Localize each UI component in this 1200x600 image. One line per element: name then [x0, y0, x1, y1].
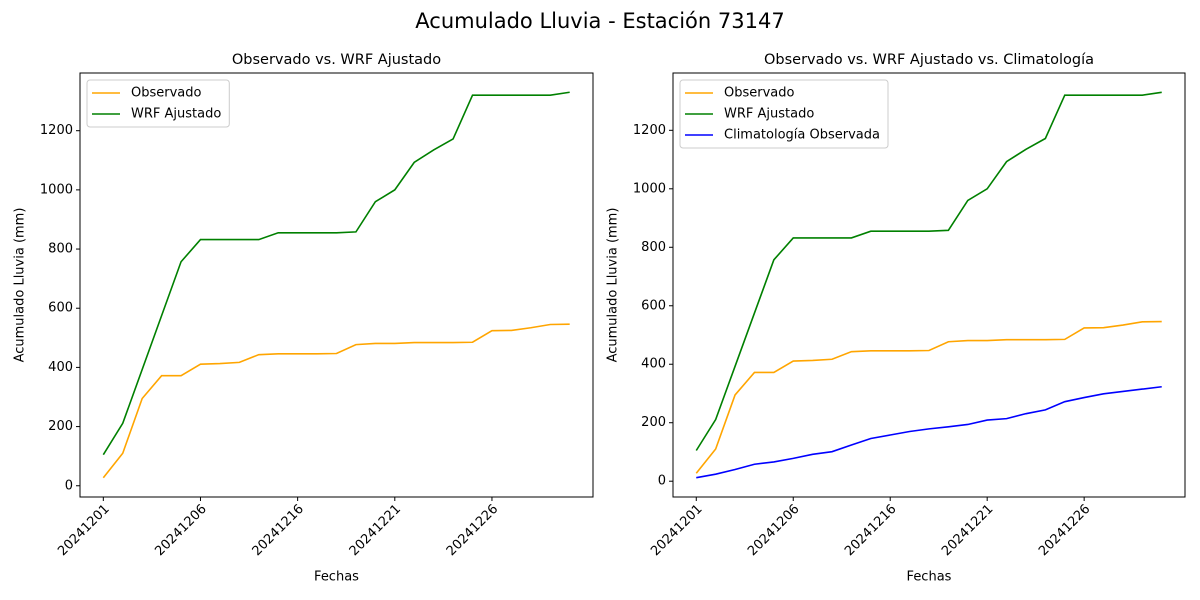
- x-axis-label: Fechas: [907, 570, 952, 585]
- y-tick-label: 600: [48, 301, 73, 316]
- axes-title: Observado vs. WRF Ajustado: [232, 52, 441, 68]
- legend: Observado WRF Ajustado Climatología Observ…: [679, 79, 889, 149]
- series-line: [696, 385, 1162, 479]
- legend-label: WRF Ajustado: [131, 107, 221, 122]
- legend-label: Observado: [724, 86, 795, 101]
- legend-label: WRF Ajustado: [724, 107, 814, 122]
- y-tick-label: 600: [641, 298, 666, 313]
- y-tick-label: 0: [658, 474, 666, 489]
- y-tick-label: 400: [48, 360, 73, 375]
- y-tick-label: 800: [641, 240, 666, 255]
- series-line: [102, 91, 570, 456]
- legend-box: [86, 79, 230, 128]
- legend-label: Climatología Observada: [724, 128, 880, 143]
- y-tick-label: 0: [65, 478, 73, 493]
- axes-frame: [79, 72, 594, 498]
- x-axis-label: Fechas: [314, 570, 359, 585]
- series-line: [695, 91, 1162, 451]
- series-line: [102, 323, 570, 479]
- y-axis-label: Acumulado Lluvia (mm): [606, 208, 621, 363]
- y-tick-label: 1000: [40, 182, 73, 197]
- legend-box: [679, 79, 889, 149]
- axes-frame: [672, 72, 1186, 498]
- y-tick-label: 1200: [40, 123, 73, 138]
- axes-title: Observado vs. WRF Ajustado vs. Climatolo…: [764, 52, 1094, 68]
- y-tick-label: 800: [48, 242, 73, 257]
- y-tick-label: 200: [641, 415, 666, 430]
- y-axis-label: Acumulado Lluvia (mm): [13, 208, 28, 363]
- legend-label: Observado: [131, 86, 202, 101]
- y-tick-label: 200: [48, 419, 73, 434]
- y-tick-label: 1200: [633, 123, 666, 138]
- legend: Observado WRF Ajustado: [86, 79, 230, 128]
- y-tick-label: 400: [641, 357, 666, 372]
- figure-title: Acumulado Lluvia - Estación 73147: [415, 9, 784, 33]
- y-tick-label: 1000: [633, 181, 666, 196]
- series-line: [695, 320, 1162, 474]
